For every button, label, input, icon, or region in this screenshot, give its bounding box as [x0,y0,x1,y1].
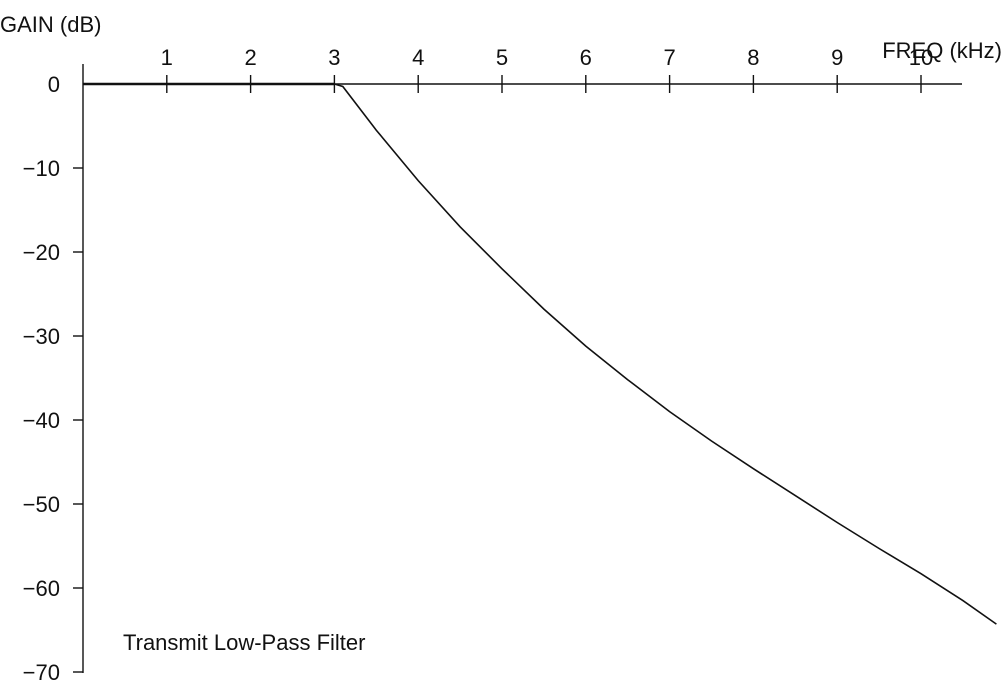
x-tick-label: 6 [580,45,592,70]
y-ticks: 0 −10 −20 −30 −40 −50 −60 −70 [23,72,83,685]
y-tick-label: −70 [23,660,60,685]
x-tick-label: 1 [161,45,173,70]
y-tick-label: −30 [23,324,60,349]
x-ticks: 1 2 3 4 5 6 7 8 9 10 [161,45,933,93]
rolloff-curve [334,83,997,625]
chart-title: Transmit Low-Pass Filter [123,630,365,655]
y-tick-label: −20 [23,240,60,265]
y-tick-label: −60 [23,576,60,601]
x-tick-label: 4 [412,45,424,70]
y-axis-title: GAIN (dB) [0,12,101,37]
x-tick-label: 2 [244,45,256,70]
y-tick-label: 0 [48,72,60,97]
y-tick-label: −10 [23,156,60,181]
y-tick-label: −40 [23,408,60,433]
x-tick-label: 7 [663,45,675,70]
x-tick-label: 10 [909,45,933,70]
x-tick-label: 9 [831,45,843,70]
x-axis-title: FREQ (kHz) [882,38,1002,63]
x-tick-label: 8 [747,45,759,70]
y-tick-label: −50 [23,492,60,517]
x-tick-label: 5 [496,45,508,70]
x-tick-label: 3 [328,45,340,70]
